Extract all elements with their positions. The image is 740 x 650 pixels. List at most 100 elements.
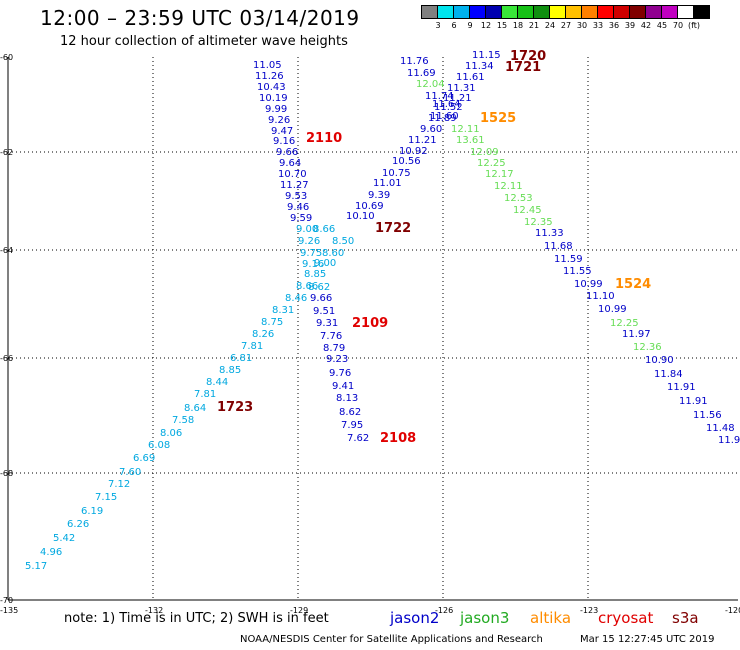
wave-height-label: 9.75 [300,248,322,259]
wave-height-label: 10.19 [259,93,288,104]
lon-tick-label: -126 [435,606,453,615]
wave-height-label: 12.09 [470,147,499,158]
wave-height-label: 9.64 [279,158,301,169]
wave-height-label: 8.46 [285,293,307,304]
pass-time-label: 2108 [380,431,416,446]
wave-height-label: 6.26 [67,519,89,530]
wave-height-label: 7.62 [347,433,369,444]
wave-height-label: 10.99 [574,279,603,290]
lon-tick-label: -129 [290,606,308,615]
scale-label: 33 [592,21,604,30]
page-subtitle: 12 hour collection of altimeter wave hei… [60,34,348,49]
wave-height-label: 11.55 [563,266,592,277]
wave-height-label: 11.97 [622,329,651,340]
wave-height-label: 8.85 [304,269,326,280]
wave-height-label: 8.44 [206,377,228,388]
wave-height-label: 9.59 [290,213,312,224]
wave-height-label: 11.76 [400,56,429,67]
wave-height-label: 11.69 [407,68,436,79]
wave-height-label: 10.92 [399,146,428,157]
wave-height-label: 7.76 [320,331,342,342]
scale-label: 70 [672,21,684,30]
scale-swatch [693,5,710,19]
lat-tick-label: -64 [0,246,13,255]
wave-height-label: 8.79 [323,343,345,354]
scale-label: (ft) [687,21,701,30]
wave-height-label: 4.96 [40,547,62,558]
wave-height-label: 12.25 [610,318,639,329]
scale-label: 21 [528,21,540,30]
wave-height-label: 11.68 [544,241,573,252]
wave-height-label: 10.69 [355,201,384,212]
wave-height-label: 9.16 [302,259,324,270]
wave-height-label: 11.89 [428,113,457,124]
wave-height-label: 12.45 [513,205,542,216]
wave-height-label: 12.17 [485,169,514,180]
wave-height-label: 8.64 [184,403,206,414]
pass-time-label: 2109 [352,316,388,331]
footer-note: note: 1) Time is in UTC; 2) SWH is in fe… [64,611,329,626]
scale-label: 42 [640,21,652,30]
wave-height-label: 11.26 [255,71,284,82]
wave-height-label: 10.43 [257,82,286,93]
wave-height-label: 9.31 [316,318,338,329]
wave-height-label: 9.39 [368,190,390,201]
scale-label: 3 [435,21,441,30]
wave-height-label: 9.23 [326,354,348,365]
wave-height-label: 7.81 [194,389,216,400]
scale-label: 39 [624,21,636,30]
wave-height-label: 12.36 [633,342,662,353]
wave-height-label: 12.11 [451,124,480,135]
wave-height-label: 11.48 [706,423,735,434]
wave-height-label: 12.11 [494,181,523,192]
wave-height-label: 5.42 [53,533,75,544]
pass-time-label: 1720 [510,49,546,64]
wave-height-label: 7.12 [108,479,130,490]
wave-height-label: 11.15 [472,50,501,61]
wave-height-label: 11.59 [554,254,583,265]
pass-time-label: 2110 [306,131,342,146]
legend-altika: altika [530,609,572,627]
wave-height-label: 5.17 [25,561,47,572]
wave-height-label: 6.19 [81,506,103,517]
color-scale-bar [421,5,710,19]
lon-tick-label: -123 [580,606,598,615]
scale-label: 15 [496,21,508,30]
wave-height-label: 10.56 [392,156,421,167]
lon-tick-label: -132 [145,606,163,615]
wave-height-label: 11.56 [693,410,722,421]
pass-time-label: 1722 [375,221,411,236]
wave-height-label: 8.26 [252,329,274,340]
scale-label: 30 [576,21,588,30]
wave-height-label: 6.08 [148,440,170,451]
wave-height-label: 9.16 [273,136,295,147]
wave-height-label: 11.34 [465,61,494,72]
legend-jason2: jason2 [390,609,440,627]
wave-height-label: 8.50 [332,236,354,247]
wave-height-label: 9.46 [287,202,309,213]
lat-tick-label: -70 [0,596,13,605]
wave-height-label: 12.04 [416,79,445,90]
wave-height-label: 10.90 [645,355,674,366]
footer-timestamp: Mar 15 12:27:45 UTC 2019 [580,634,715,645]
wave-height-label: 10.70 [278,169,307,180]
wave-height-label: 8.06 [160,428,182,439]
wave-height-label: 9.99 [265,104,287,115]
wave-height-label: 8.75 [261,317,283,328]
wave-height-label: 7.60 [119,467,141,478]
lat-tick-label: -68 [0,469,13,478]
lon-tick-label: -120 [725,606,740,615]
scale-label: 45 [656,21,668,30]
wave-height-label: 11.91 [667,382,696,393]
wave-height-label: 7.81 [241,341,263,352]
color-scale-labels: 3 6 9 12 15 18 21 24 27 30 33 36 39 42 45 70 (ft) [422,21,702,30]
legend-cryosat: cryosat [598,609,654,627]
scale-label: 18 [512,21,524,30]
wave-height-label: 12.25 [477,158,506,169]
wave-height-label: 10.10 [346,211,375,222]
wave-height-label: 11.10 [586,291,615,302]
wave-height-label: 9.00 [296,224,318,235]
wave-height-label: 7.58 [172,415,194,426]
